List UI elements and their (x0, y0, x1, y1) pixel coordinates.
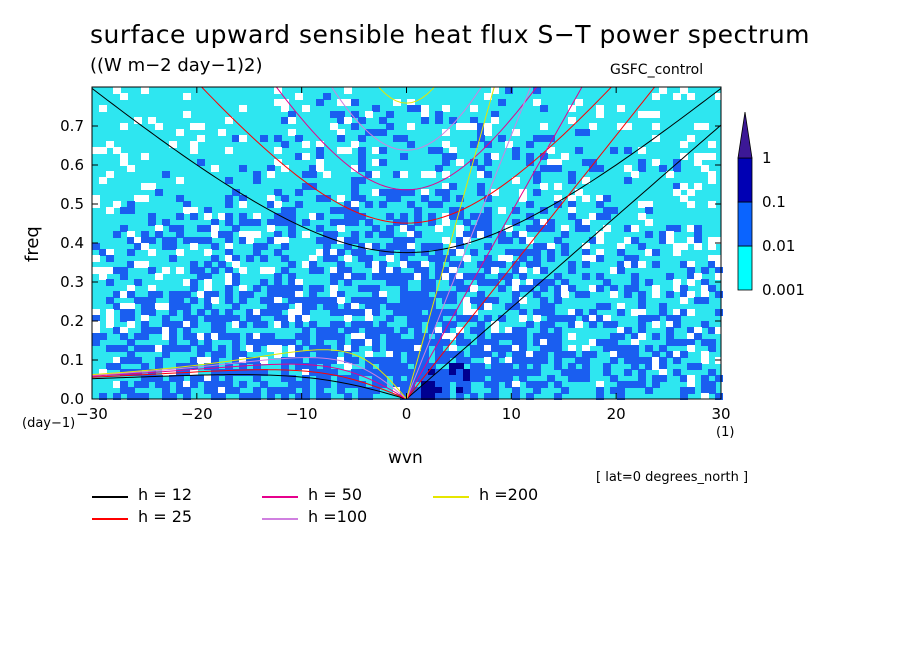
y-tick-label: 0.3 (60, 273, 84, 291)
colorbar-label: 1 (762, 149, 772, 167)
y-tick-label: 0.1 (60, 351, 84, 369)
colorbar-label: 0.001 (762, 281, 805, 299)
gravity-curve (92, 87, 721, 254)
legend-line (262, 496, 298, 498)
run-label: GSFC_control (610, 62, 704, 78)
chart-units: ((W m−2 day−1)2) (90, 55, 263, 76)
x-tick-label: 30 (711, 405, 730, 423)
rossby-curve (92, 357, 407, 399)
y-tick-label: 0.2 (60, 312, 84, 330)
rossby-curve (92, 369, 407, 399)
kelvin-curve (406, 124, 721, 399)
x-axis-unit: (1) (716, 425, 735, 440)
rossby-curve (92, 363, 407, 399)
kelvin-curve (406, 87, 532, 399)
legend-line (262, 518, 298, 520)
x-tick-label: −30 (76, 405, 108, 423)
colorbar-extension (737, 111, 753, 159)
gravity-curve (378, 87, 435, 104)
legend-label: h = 25 (138, 507, 193, 526)
kelvin-curve (406, 87, 583, 399)
y-tick-label: 0.5 (60, 195, 84, 213)
x-tick-label: −10 (286, 405, 318, 423)
gravity-curve (275, 87, 538, 191)
x-tick-label: 10 (502, 405, 521, 423)
colorbar-segment (737, 201, 753, 247)
rossby-curve (92, 374, 407, 399)
y-tick-label: 0.0 (60, 390, 84, 408)
x-tick-label: 20 (607, 405, 626, 423)
x-axis-label: wvn (388, 448, 423, 468)
kelvin-curve (406, 87, 656, 399)
legend-line (92, 496, 128, 498)
colorbar-label: 0.01 (762, 237, 795, 255)
chart-title: surface upward sensible heat flux S−T po… (90, 20, 811, 49)
x-tick-label: −20 (181, 405, 213, 423)
power-field (92, 87, 723, 400)
y-axis-unit: (day−1) (22, 416, 76, 431)
latitude-note: [ lat=0 degrees_north ] (596, 470, 749, 485)
y-tick-label: 0.4 (60, 234, 84, 252)
legend-line (433, 496, 469, 498)
legend-label: h =200 (479, 485, 539, 504)
axes: −30 −20 −10 0 10 20 30 0.0 0.1 0.2 0.3 0.4 0.5 0.6 0.7 (60, 87, 731, 423)
kelvin-curve (406, 87, 495, 399)
y-tick-label: 0.7 (60, 117, 84, 135)
rossby-curve (92, 349, 407, 399)
legend-label: h =100 (308, 507, 368, 526)
x-tick-label: 0 (402, 405, 412, 423)
gravity-curve (331, 87, 482, 151)
colorbar-segment (737, 157, 753, 203)
dispersion-curves (92, 87, 721, 399)
colorbar-label: 0.1 (762, 193, 786, 211)
legend-label: h = 12 (138, 485, 193, 504)
legend-label: h = 50 (308, 485, 363, 504)
colorbar-segment (737, 245, 753, 291)
legend-line (92, 518, 128, 520)
y-tick-label: 0.6 (60, 156, 84, 174)
colorbar: 0.001 0.01 0.1 1 (737, 111, 805, 299)
gravity-curve (200, 87, 613, 224)
